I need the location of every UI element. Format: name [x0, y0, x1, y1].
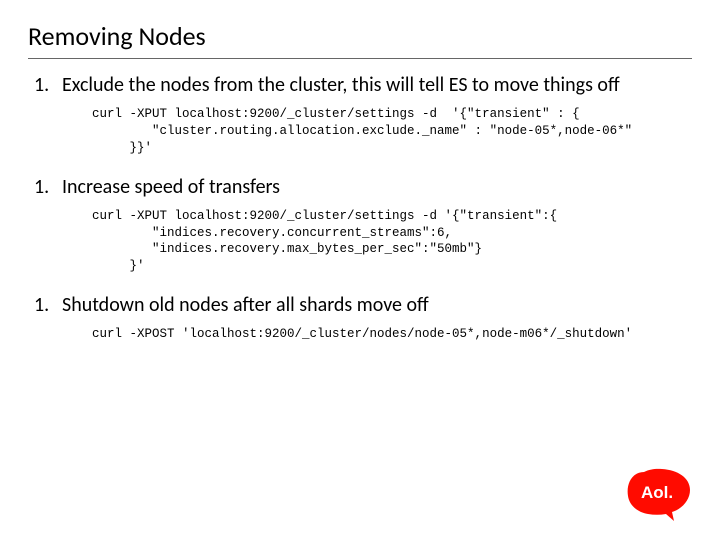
list-item: 1. Exclude the nodes from the cluster, t… — [28, 73, 692, 157]
code-block: curl -XPUT localhost:9200/_cluster/setti… — [92, 208, 692, 276]
item-text: Increase speed of transfers — [62, 175, 692, 200]
code-block: curl -XPOST 'localhost:9200/_cluster/nod… — [92, 326, 692, 343]
page-title: Removing Nodes — [28, 20, 692, 59]
item-text: Exclude the nodes from the cluster, this… — [62, 73, 692, 98]
item-number: 1. — [28, 175, 62, 200]
item-number: 1. — [28, 293, 62, 318]
list-item: 1. Increase speed of transfers curl -XPU… — [28, 175, 692, 276]
logo-text: Aol. — [641, 483, 673, 502]
aol-logo: Aol. — [624, 466, 694, 522]
code-block: curl -XPUT localhost:9200/_cluster/setti… — [92, 106, 692, 157]
item-number: 1. — [28, 73, 62, 98]
list-item: 1. Shutdown old nodes after all shards m… — [28, 293, 692, 343]
item-text: Shutdown old nodes after all shards move… — [62, 293, 692, 318]
